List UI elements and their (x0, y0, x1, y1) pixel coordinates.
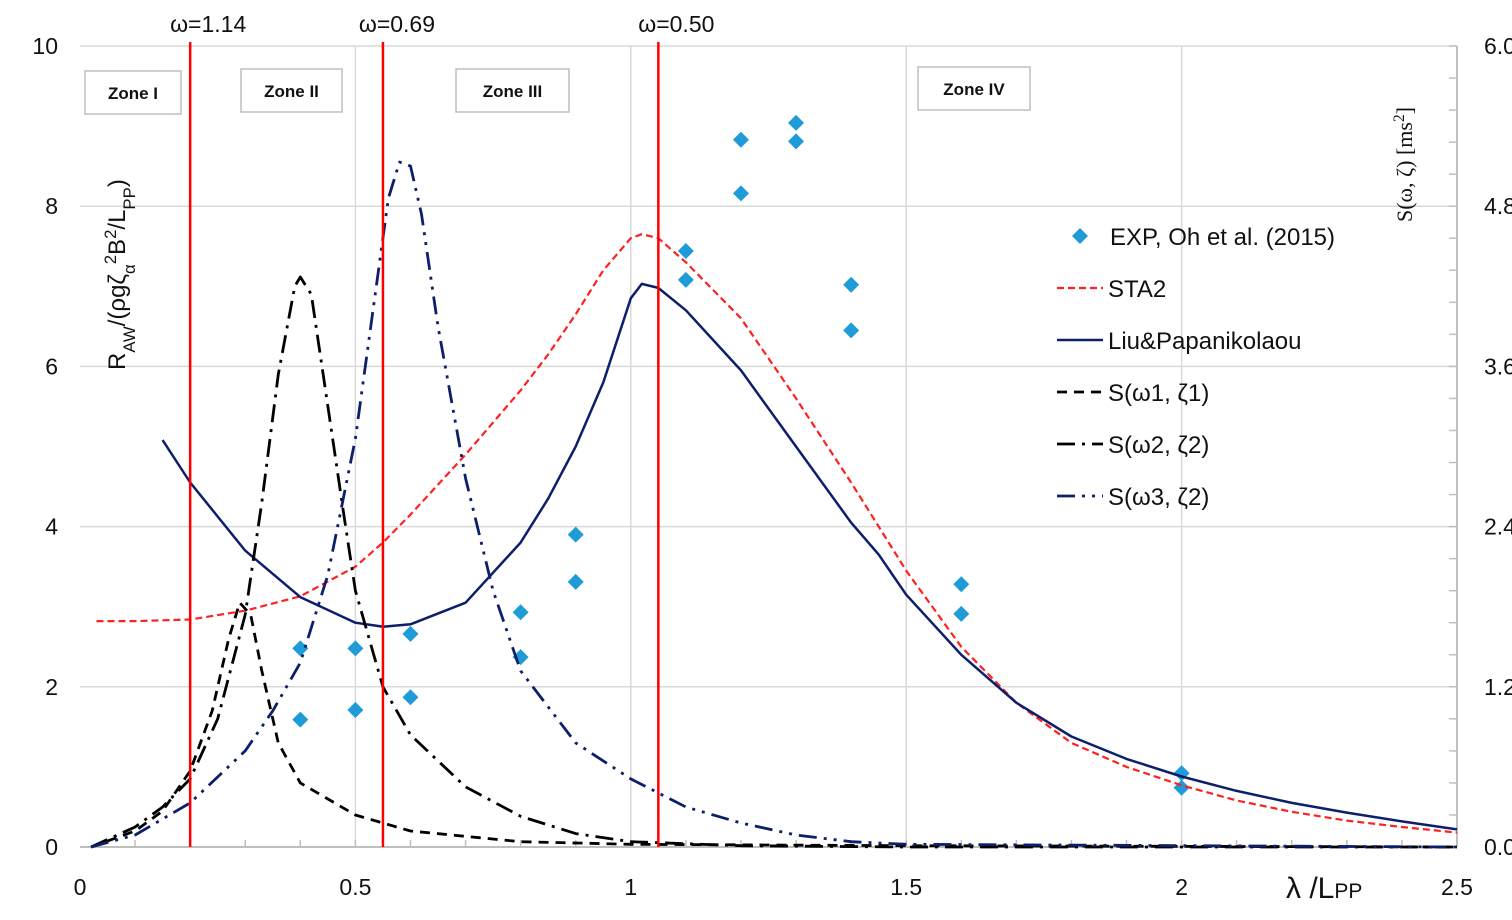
label-part: ] (1392, 107, 1417, 114)
x-tick-label: 2 (1175, 874, 1188, 900)
series-line-1 (96, 233, 1458, 834)
label-part: PP (1334, 880, 1362, 903)
label-part: S(ω, ζ) [ms (1392, 122, 1417, 222)
x-tick-label: 0 (74, 874, 87, 900)
zone-label: Zone II (264, 82, 319, 101)
exp-data-point (788, 133, 805, 150)
legend-label: EXP, Oh et al. (2015) (1110, 224, 1335, 251)
exp-data-point (677, 271, 694, 288)
omega-marker-label: ω=1.14 (170, 11, 246, 37)
zone-labels: Zone I Zone II Zone III Zone IV (84, 66, 1031, 115)
y2-tick-label: 2.4 (1484, 514, 1512, 540)
exp-data-point (347, 702, 364, 719)
y2-tick-label: 6.0 (1484, 33, 1512, 59)
label-part: /(ρgζ (104, 274, 131, 327)
y-axis-label: RAW/(ρgζα2B2/LPP) (101, 179, 139, 370)
series-group (90, 114, 1458, 849)
x-tick-label: 1.5 (890, 874, 922, 900)
zone-label: Zone III (483, 82, 543, 101)
exp-data-point (567, 526, 584, 543)
zone-box (240, 68, 343, 113)
exp-data-point (843, 276, 860, 293)
label-part: ) (104, 179, 131, 187)
omega-marker-label: ω=0.69 (359, 11, 435, 37)
y-tick-label: 0 (45, 834, 58, 860)
legend: EXP, Oh et al. (2015) STA2 Liu&Papanikolao… (1057, 224, 1335, 511)
exp-data-point (402, 625, 419, 642)
exp-data-point (402, 689, 419, 706)
y2-tick-label: 1.2 (1484, 674, 1512, 700)
series-line-4 (90, 275, 1457, 849)
label-part: 2 (101, 255, 120, 264)
y-tick-label: 8 (45, 193, 58, 219)
legend-label: S(ω2, ζ2) (1108, 432, 1209, 459)
zone-box (917, 66, 1031, 111)
exp-data-point (677, 243, 694, 260)
label-part: /L (104, 210, 131, 230)
series-line-5 (90, 160, 1458, 849)
y-tick-label: 6 (45, 353, 58, 379)
legend-label: S(ω3, ζ2) (1108, 484, 1209, 511)
x-axis-label: λ /LPP (1286, 872, 1362, 905)
exp-data-point (953, 605, 970, 622)
y-tick-label: 10 (32, 33, 58, 59)
exp-data-point (292, 640, 309, 657)
y-tick-label: 4 (45, 514, 58, 540)
series-line-3 (90, 601, 1458, 849)
legend-marker-diamond (1072, 228, 1088, 244)
exp-data-point (292, 711, 309, 728)
y2-axis-label: S(ω, ζ) [ms2] (1391, 107, 1418, 222)
legend-label: Liu&Papanikolaou (1108, 328, 1302, 355)
exp-data-point (788, 114, 805, 131)
label-part: 2 (1391, 114, 1408, 122)
label-part: AW (120, 326, 139, 353)
zone-box (455, 68, 570, 113)
exp-data-point (732, 185, 749, 202)
axes: 0 2 4 6 8 10 0 0.5 1 1.5 2 2.5 0.0 1.2 2.4 3.6 4.8 6.0 (32, 33, 1512, 900)
y2-tick-label: 0.0 (1484, 834, 1512, 860)
y2-tick-label: 4.8 (1484, 193, 1512, 219)
label-part: B (104, 239, 131, 255)
y-tick-label: 2 (45, 674, 58, 700)
exp-data-point (512, 604, 529, 621)
zone-box (84, 70, 182, 115)
legend-label: STA2 (1108, 276, 1166, 303)
omega-markers: ω=1.14 ω=0.69 ω=0.50 (170, 11, 714, 847)
exp-data-point (732, 131, 749, 148)
x-tick-label: 0.5 (339, 874, 371, 900)
legend-label: S(ω1, ζ1) (1108, 380, 1209, 407)
x-tick-label: 2.5 (1441, 874, 1473, 900)
zone-label: Zone I (108, 84, 158, 103)
omega-marker-label: ω=0.50 (638, 11, 714, 37)
exp-data-point (567, 573, 584, 590)
y2-tick-label: 3.6 (1484, 353, 1512, 379)
gridlines (80, 45, 1457, 847)
label-part: λ /L (1286, 872, 1334, 905)
exp-data-point (347, 640, 364, 657)
exp-data-point (953, 576, 970, 593)
exp-data-point (843, 322, 860, 339)
label-part: R (104, 353, 131, 370)
zone-label: Zone IV (943, 80, 1005, 99)
label-part: 2 (101, 230, 120, 239)
label-part: PP (120, 187, 139, 209)
label-part: α (120, 264, 139, 274)
x-tick-label: 1 (624, 874, 637, 900)
